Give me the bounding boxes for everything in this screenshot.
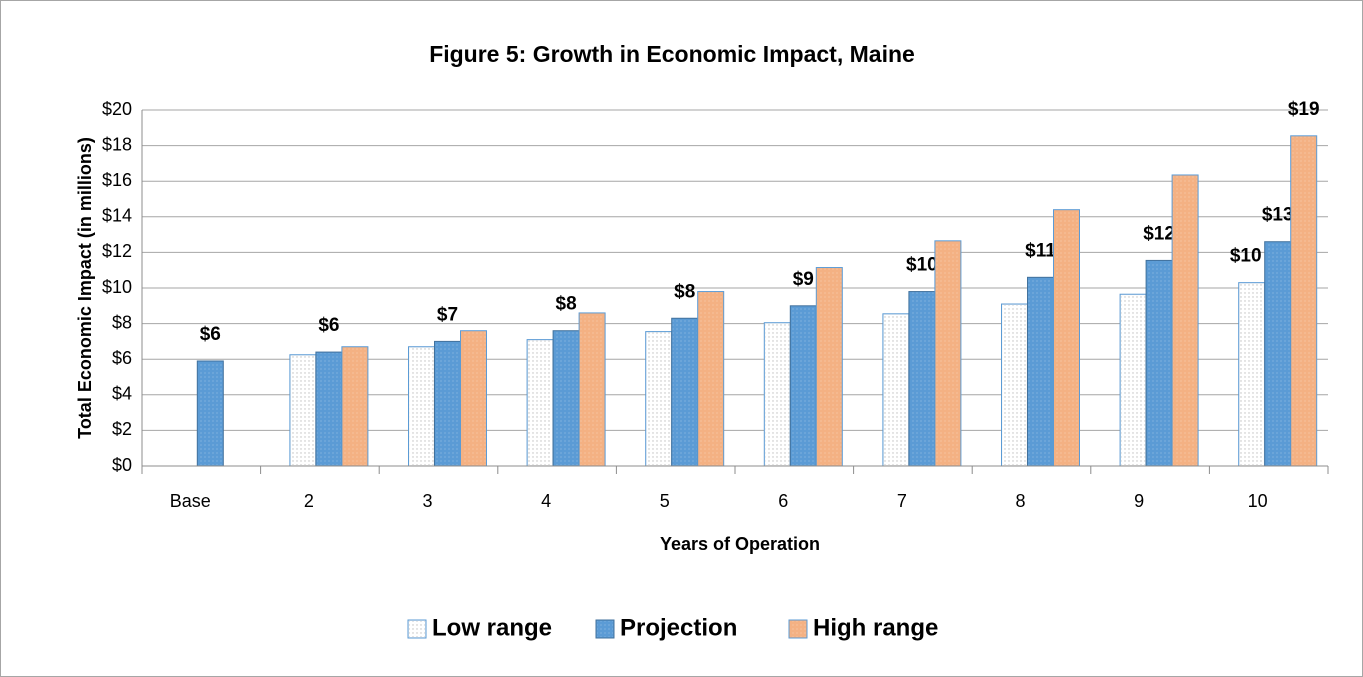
y-axis-label: Total Economic Impact (in millions) bbox=[75, 137, 95, 439]
bar bbox=[196, 360, 224, 467]
bar bbox=[289, 354, 317, 467]
data-label: $7 bbox=[437, 304, 458, 325]
data-label: $6 bbox=[318, 315, 339, 336]
x-tick-label: 10 bbox=[1248, 491, 1268, 511]
y-tick-label: $12 bbox=[102, 241, 132, 261]
y-tick-label: $0 bbox=[112, 455, 132, 475]
legend-swatch-texture bbox=[409, 621, 425, 637]
legend-label: Projection bbox=[620, 614, 737, 641]
y-tick-label: $6 bbox=[112, 348, 132, 368]
bar bbox=[1290, 135, 1318, 467]
bar bbox=[1264, 241, 1292, 467]
bar bbox=[1053, 209, 1080, 467]
x-tick-label: 6 bbox=[778, 491, 788, 511]
bar bbox=[552, 330, 580, 467]
x-tick-label: 4 bbox=[541, 491, 551, 511]
bar bbox=[882, 313, 910, 467]
x-tick-label: 9 bbox=[1134, 491, 1144, 511]
legend-swatch-texture bbox=[790, 621, 806, 637]
bar bbox=[1027, 276, 1054, 467]
bar bbox=[1001, 303, 1028, 467]
x-axis-label: Years of Operation bbox=[660, 534, 820, 554]
bar bbox=[341, 346, 369, 467]
x-tick-label: 5 bbox=[660, 491, 670, 511]
y-tick-label: $16 bbox=[102, 170, 132, 190]
data-label: $13 bbox=[1262, 205, 1294, 226]
bar bbox=[1171, 174, 1199, 467]
data-label: $12 bbox=[1143, 223, 1175, 244]
bar bbox=[460, 330, 487, 467]
bar bbox=[789, 305, 817, 467]
y-tick-label: $14 bbox=[102, 206, 132, 226]
data-label: $8 bbox=[556, 294, 577, 315]
chart-title: Figure 5: Growth in Economic Impact, Mai… bbox=[429, 41, 915, 67]
data-label: $10 bbox=[1230, 246, 1262, 267]
y-tick-label: $10 bbox=[102, 277, 132, 297]
bar bbox=[645, 331, 673, 467]
data-label: $10 bbox=[906, 255, 938, 276]
x-tick-label: Base bbox=[170, 491, 211, 511]
y-tick-label: $8 bbox=[112, 312, 132, 332]
y-tick-label: $2 bbox=[112, 419, 132, 439]
bar bbox=[434, 340, 461, 467]
bar bbox=[908, 291, 936, 467]
legend-label: Low range bbox=[432, 614, 552, 641]
legend-swatch-texture bbox=[597, 621, 613, 637]
bar bbox=[934, 240, 962, 467]
bar bbox=[697, 291, 725, 467]
data-label: $9 bbox=[793, 269, 814, 290]
y-tick-label: $20 bbox=[102, 99, 132, 119]
bar bbox=[671, 317, 699, 467]
bar bbox=[578, 312, 606, 467]
x-tick-label: 2 bbox=[304, 491, 314, 511]
data-label: $6 bbox=[200, 324, 221, 345]
bar bbox=[1119, 293, 1147, 467]
x-tick-label: 7 bbox=[897, 491, 907, 511]
data-label: $8 bbox=[674, 281, 695, 302]
bar bbox=[763, 322, 791, 467]
legend-label: High range bbox=[813, 614, 938, 641]
bar bbox=[315, 351, 343, 467]
x-tick-label: 3 bbox=[422, 491, 432, 511]
bar bbox=[526, 339, 554, 467]
y-tick-label: $18 bbox=[102, 134, 132, 154]
data-label: $19 bbox=[1288, 99, 1320, 120]
bar bbox=[1238, 282, 1266, 467]
bar bbox=[408, 346, 435, 467]
data-label: $11 bbox=[1025, 240, 1056, 261]
bar bbox=[815, 267, 843, 467]
x-tick-label: 8 bbox=[1015, 491, 1025, 511]
bar bbox=[1145, 259, 1173, 467]
y-tick-label: $4 bbox=[112, 384, 132, 404]
